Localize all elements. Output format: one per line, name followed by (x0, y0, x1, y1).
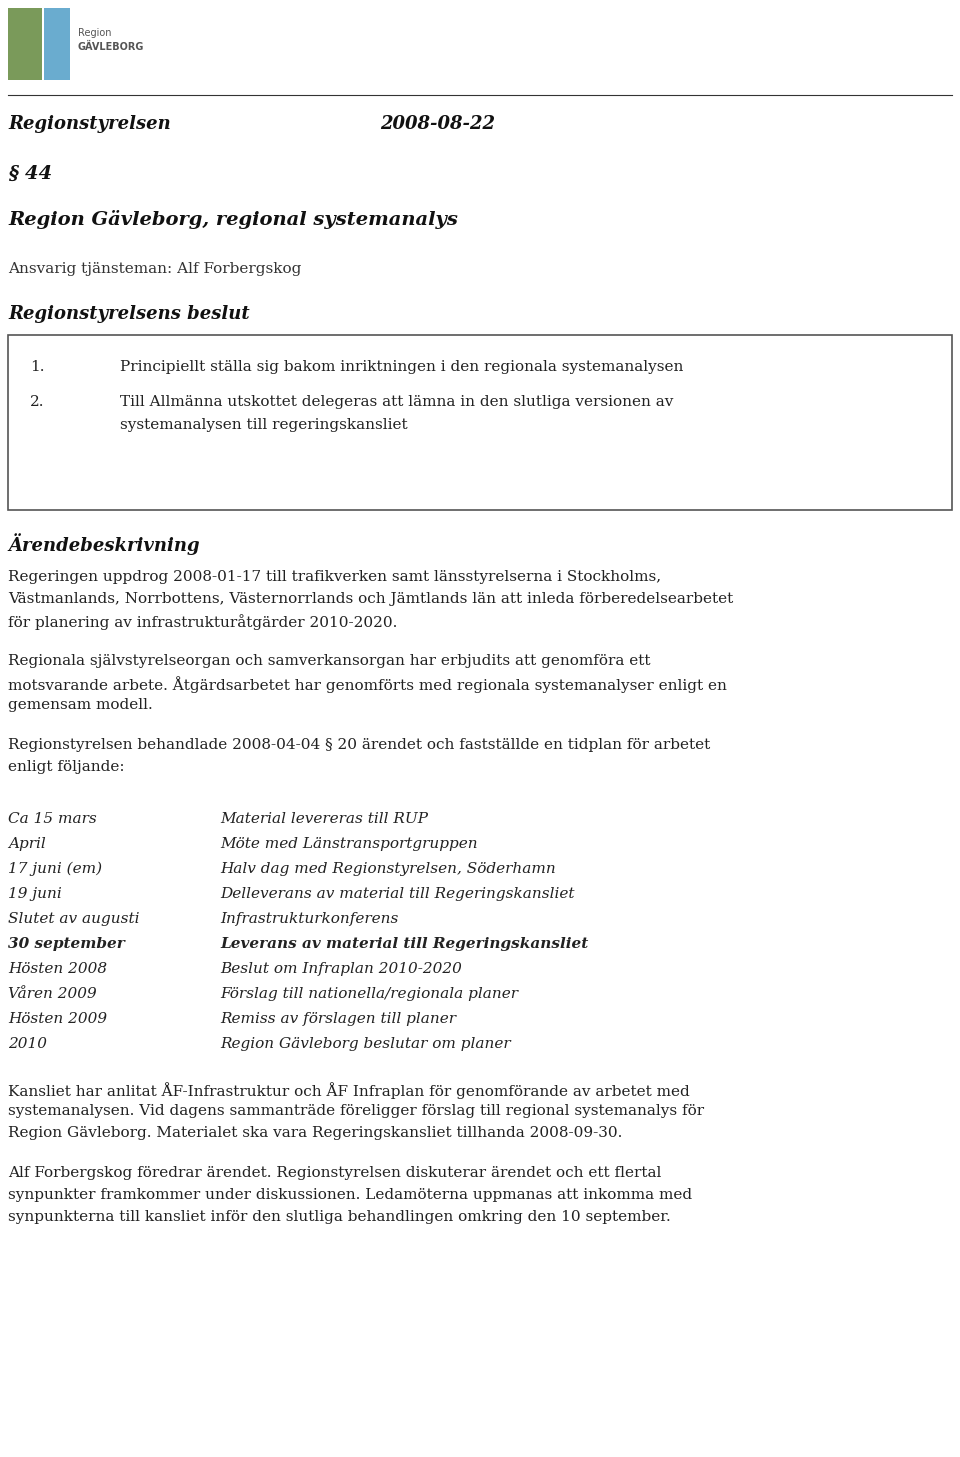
Text: Region Gävleborg, regional systemanalys: Region Gävleborg, regional systemanalys (8, 210, 458, 229)
Text: Hösten 2008: Hösten 2008 (8, 962, 108, 976)
Text: Principiellt ställa sig bakom inriktningen i den regionala systemanalysen: Principiellt ställa sig bakom inriktning… (120, 360, 684, 374)
Text: motsvarande arbete. Åtgärdsarbetet har genomförts med regionala systemanalyser e: motsvarande arbete. Åtgärdsarbetet har g… (8, 676, 727, 694)
Text: Regionstyrelsen behandlade 2008-04-04 § 20 ärendet och fastställde en tidplan fö: Regionstyrelsen behandlade 2008-04-04 § … (8, 739, 710, 752)
Polygon shape (8, 7, 42, 80)
Text: 30 september: 30 september (8, 937, 125, 951)
Text: Region Gävleborg beslutar om planer: Region Gävleborg beslutar om planer (220, 1037, 511, 1050)
Text: Regionstyrelsens beslut: Regionstyrelsens beslut (8, 305, 250, 323)
Text: 19 juni: 19 juni (8, 887, 61, 900)
Text: Infrastrukturkonferens: Infrastrukturkonferens (220, 912, 398, 927)
Text: Remiss av förslagen till planer: Remiss av förslagen till planer (220, 1013, 456, 1026)
Text: Till Allmänna utskottet delegeras att lämna in den slutliga versionen av: Till Allmänna utskottet delegeras att lä… (120, 395, 673, 409)
Text: gemensam modell.: gemensam modell. (8, 698, 153, 712)
Text: synpunkter framkommer under diskussionen. Ledamöterna uppmanas att inkomma med: synpunkter framkommer under diskussionen… (8, 1187, 692, 1202)
Text: Alf Forbergskog föredrar ärendet. Regionstyrelsen diskuterar ärendet och ett fle: Alf Forbergskog föredrar ärendet. Region… (8, 1166, 661, 1180)
Text: 17 juni (em): 17 juni (em) (8, 863, 102, 877)
Text: synpunkterna till kansliet inför den slutliga behandlingen omkring den 10 septem: synpunkterna till kansliet inför den slu… (8, 1209, 671, 1224)
Text: 2008-08-22: 2008-08-22 (380, 115, 495, 133)
Text: Beslut om Infraplan 2010-2020: Beslut om Infraplan 2010-2020 (220, 962, 462, 976)
Text: systemanalysen. Vid dagens sammanträde föreligger förslag till regional systeman: systemanalysen. Vid dagens sammanträde f… (8, 1104, 704, 1118)
Text: Ärendebeskrivning: Ärendebeskrivning (8, 533, 200, 555)
Text: 1.: 1. (30, 360, 44, 374)
Text: Delleverans av material till Regeringskansliet: Delleverans av material till Regeringska… (220, 887, 574, 900)
Text: § 44: § 44 (8, 165, 52, 184)
Text: Leverans av material till Regeringskansliet: Leverans av material till Regeringskansl… (220, 937, 588, 951)
Text: Slutet av augusti: Slutet av augusti (8, 912, 139, 927)
Text: Regeringen uppdrog 2008-01-17 till trafikverken samt länsstyrelserna i Stockholm: Regeringen uppdrog 2008-01-17 till trafi… (8, 570, 661, 584)
Text: Ansvarig tjänsteman: Alf Forbergskog: Ansvarig tjänsteman: Alf Forbergskog (8, 262, 301, 275)
Text: Material levereras till RUP: Material levereras till RUP (220, 812, 428, 826)
Text: Våren 2009: Våren 2009 (8, 986, 97, 1001)
Text: 2.: 2. (30, 395, 44, 409)
Text: Förslag till nationella/regionala planer: Förslag till nationella/regionala planer (220, 986, 518, 1001)
Text: systemanalysen till regeringskansliet: systemanalysen till regeringskansliet (120, 418, 408, 431)
Text: Regionstyrelsen: Regionstyrelsen (8, 115, 171, 133)
Text: Möte med Länstransportgruppen: Möte med Länstransportgruppen (220, 836, 478, 851)
Text: April: April (8, 836, 46, 851)
FancyBboxPatch shape (8, 335, 952, 510)
Text: Region: Region (78, 28, 111, 38)
Text: Kansliet har anlitat ÅF-Infrastruktur och ÅF Infraplan för genomförande av arbet: Kansliet har anlitat ÅF-Infrastruktur oc… (8, 1083, 689, 1099)
Text: Västmanlands, Norrbottens, Västernorrlands och Jämtlands län att inleda förbered: Västmanlands, Norrbottens, Västernorrlan… (8, 592, 733, 606)
Text: Regionala självstyrelseorgan och samverkansorgan har erbjudits att genomföra ett: Regionala självstyrelseorgan och samverk… (8, 654, 651, 667)
Text: Hösten 2009: Hösten 2009 (8, 1013, 108, 1026)
Text: Halv dag med Regionstyrelsen, Söderhamn: Halv dag med Regionstyrelsen, Söderhamn (220, 863, 556, 876)
Text: 2010: 2010 (8, 1037, 47, 1050)
Text: för planering av infrastrukturåtgärder 2010-2020.: för planering av infrastrukturåtgärder 2… (8, 613, 397, 629)
Text: Region Gävleborg. Materialet ska vara Regeringskansliet tillhanda 2008-09-30.: Region Gävleborg. Materialet ska vara Re… (8, 1126, 622, 1139)
Text: GÄVLEBORG: GÄVLEBORG (78, 42, 144, 52)
Text: Ca 15 mars: Ca 15 mars (8, 812, 97, 826)
Polygon shape (44, 7, 70, 80)
Text: enligt följande:: enligt följande: (8, 761, 125, 774)
